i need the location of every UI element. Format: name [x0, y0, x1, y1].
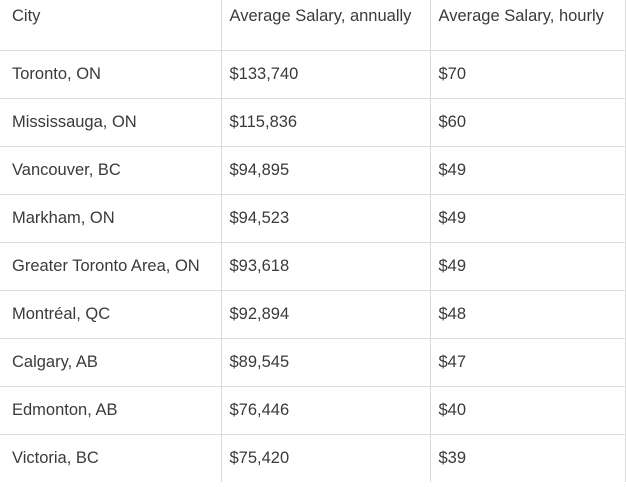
city-cell: Vancouver, BC — [0, 145, 222, 195]
annual-salary-cell: $94,523 — [220, 193, 431, 243]
table-row: Greater Toronto Area, ON $93,618 $49 — [0, 241, 626, 291]
annual-salary-cell: $133,740 — [220, 49, 431, 99]
hourly-salary-cell: $39 — [429, 433, 626, 482]
city-cell: Montréal, QC — [0, 289, 222, 339]
annual-salary-cell: $115,836 — [220, 97, 431, 147]
city-cell: Victoria, BC — [0, 433, 222, 482]
table-header-row: City Average Salary, annually Average Sa… — [0, 0, 626, 51]
annual-salary-cell: $89,545 — [220, 337, 431, 387]
annual-salary-cell: $94,895 — [220, 145, 431, 195]
city-cell: Toronto, ON — [0, 49, 222, 99]
hourly-salary-cell: $49 — [429, 241, 626, 291]
hourly-salary-cell: $47 — [429, 337, 626, 387]
hourly-salary-cell: $60 — [429, 97, 626, 147]
city-cell: Mississauga, ON — [0, 97, 222, 147]
hourly-salary-cell: $70 — [429, 49, 626, 99]
table-row: Victoria, BC $75,420 $39 — [0, 433, 626, 482]
header-annual-salary: Average Salary, annually — [220, 0, 431, 51]
annual-salary-cell: $75,420 — [220, 433, 431, 482]
annual-salary-cell: $92,894 — [220, 289, 431, 339]
table-row: Calgary, AB $89,545 $47 — [0, 337, 626, 387]
hourly-salary-cell: $48 — [429, 289, 626, 339]
hourly-salary-cell: $40 — [429, 385, 626, 435]
hourly-salary-cell: $49 — [429, 145, 626, 195]
annual-salary-cell: $93,618 — [220, 241, 431, 291]
table-row: Toronto, ON $133,740 $70 — [0, 49, 626, 99]
hourly-salary-cell: $49 — [429, 193, 626, 243]
table-row: Montréal, QC $92,894 $48 — [0, 289, 626, 339]
annual-salary-cell: $76,446 — [220, 385, 431, 435]
city-cell: Markham, ON — [0, 193, 222, 243]
table-row: Mississauga, ON $115,836 $60 — [0, 97, 626, 147]
table-row: Vancouver, BC $94,895 $49 — [0, 145, 626, 195]
city-cell: Edmonton, AB — [0, 385, 222, 435]
city-cell: Greater Toronto Area, ON — [0, 241, 222, 291]
table-row: Edmonton, AB $76,446 $40 — [0, 385, 626, 435]
header-city: City — [0, 0, 222, 51]
table-row: Markham, ON $94,523 $49 — [0, 193, 626, 243]
header-hourly-salary: Average Salary, hourly — [429, 0, 626, 51]
city-cell: Calgary, AB — [0, 337, 222, 387]
